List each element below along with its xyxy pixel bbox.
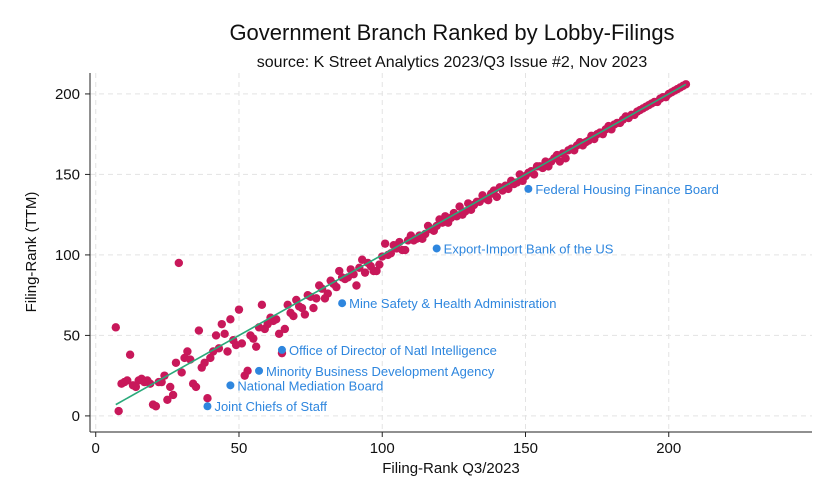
data-point	[183, 347, 192, 356]
fit-line	[115, 83, 687, 406]
data-point	[203, 393, 212, 403]
highlight-point	[255, 366, 264, 375]
data-point	[272, 315, 281, 324]
gridlines	[90, 73, 812, 432]
data-point	[171, 358, 181, 367]
data-point	[194, 326, 204, 335]
data-point	[257, 300, 267, 310]
x-tick-label: 100	[370, 440, 395, 457]
fit-line-group	[115, 83, 687, 406]
data-point	[237, 339, 247, 348]
annotation-label: Joint Chiefs of Staff	[214, 399, 327, 414]
axes	[85, 73, 812, 437]
data-point	[335, 266, 344, 276]
x-axis-title: Filing-Rank Q3/2023	[382, 460, 520, 477]
data-point	[504, 184, 513, 194]
x-tick-label: 200	[656, 440, 681, 457]
data-point	[300, 310, 310, 319]
data-point	[234, 305, 244, 314]
data-point	[289, 311, 298, 321]
highlight-point	[277, 345, 286, 354]
data-point	[274, 329, 284, 338]
data-point	[220, 329, 229, 338]
y-axis-title: Filing-Rank (TTM)	[23, 192, 40, 313]
chart-title: Government Branch Ranked by Lobby-Filing…	[229, 20, 674, 45]
data-point	[312, 294, 321, 303]
data-point	[125, 350, 135, 359]
highlight-point	[226, 381, 235, 390]
annotation-label: Mine Safety & Health Administration	[349, 296, 556, 311]
data-point	[561, 154, 570, 163]
highlight-point	[524, 184, 533, 193]
x-tick-label: 150	[513, 440, 538, 457]
data-point	[380, 239, 390, 248]
data-point	[217, 319, 226, 329]
data-point	[206, 353, 215, 363]
y-tick-label: 200	[55, 86, 80, 103]
data-point	[163, 395, 172, 405]
x-tick-label: 50	[231, 440, 248, 457]
data-point	[131, 382, 141, 392]
data-point	[174, 258, 184, 268]
data-point	[372, 266, 381, 276]
data-point	[455, 202, 464, 211]
data-point	[529, 170, 539, 179]
x-tick-label: 0	[92, 440, 100, 457]
tick-labels: 0 50 100 150 200 0 50 100 150 200	[55, 86, 681, 457]
annotation-label: Minority Business Development Agency	[266, 364, 495, 379]
annotation-label: Export-Import Bank of the US	[444, 241, 614, 256]
annotation-label: National Mediation Board	[237, 378, 383, 393]
data-point	[211, 331, 221, 340]
data-point	[191, 382, 201, 392]
data-point	[200, 358, 209, 367]
y-tick-label: 50	[63, 327, 80, 344]
data-point	[249, 334, 258, 343]
y-tick-label: 150	[55, 166, 80, 183]
data-point	[280, 324, 290, 334]
data-point	[492, 192, 502, 202]
data-point	[484, 195, 493, 205]
data-point	[360, 268, 370, 277]
data-point	[352, 281, 361, 290]
data-point	[168, 390, 178, 400]
y-tick-label: 100	[55, 247, 80, 264]
highlight-point	[432, 244, 441, 253]
data-point	[177, 368, 186, 377]
chart-subtitle: source: K Street Analytics 2023/Q3 Issue…	[257, 54, 648, 71]
highlight-point	[338, 299, 347, 308]
data-point	[111, 323, 120, 332]
data-point	[166, 382, 175, 392]
annotation-label: Federal Housing Finance Board	[535, 182, 719, 197]
annotation-label: Office of Director of Natl Intelligence	[289, 343, 497, 358]
data-point	[151, 402, 161, 411]
annotations: Federal Housing Finance Board Export-Impo…	[203, 182, 719, 414]
data-point	[243, 366, 252, 376]
data-point	[309, 303, 318, 313]
data-point	[297, 303, 307, 313]
highlight-point	[203, 402, 212, 411]
y-tick-label: 0	[72, 408, 80, 425]
data-point	[223, 347, 232, 356]
data-point	[226, 315, 235, 324]
data-point	[332, 282, 341, 292]
data-point	[375, 260, 384, 269]
data-point	[123, 376, 132, 385]
data-point	[114, 406, 123, 416]
data-point	[251, 342, 261, 351]
data-point	[323, 289, 333, 298]
data-point	[400, 245, 410, 255]
